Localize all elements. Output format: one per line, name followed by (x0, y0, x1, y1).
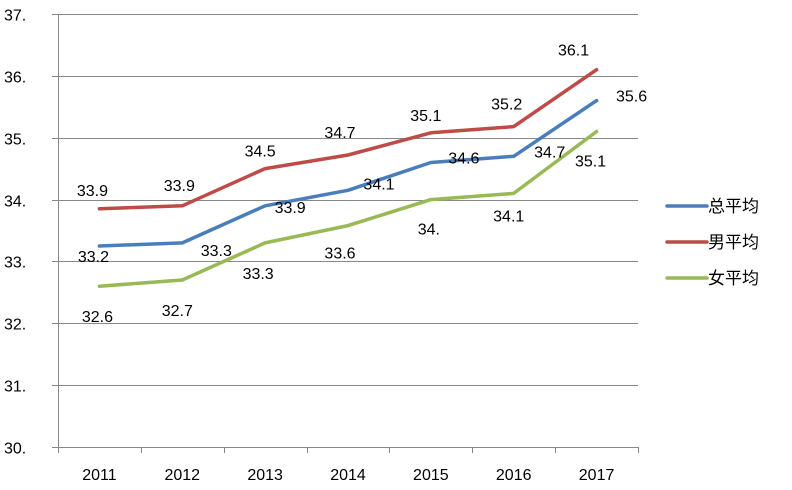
data-label: 34.7 (324, 125, 355, 142)
series-line (97, 67, 599, 211)
data-label: 34.6 (448, 150, 479, 167)
x-tick-label: 2011 (82, 467, 117, 484)
y-tick-label: 33. (4, 255, 26, 272)
x-tick-label: 2016 (496, 467, 532, 484)
x-tick-label: 2015 (413, 467, 449, 484)
x-tick-label: 2012 (164, 467, 200, 484)
x-axis-tick-labels: 2011 2012 2013 2014 2015 2016 2017 (82, 467, 614, 484)
data-label: 35.1 (575, 154, 606, 171)
data-label: 33.9 (275, 200, 306, 217)
data-label: 34. (418, 222, 440, 239)
y-tick-label: 37. (4, 8, 26, 25)
data-label: 33.9 (164, 178, 195, 195)
y-tick-label: 32. (4, 317, 26, 334)
x-tick-label: 2013 (247, 467, 283, 484)
y-tick-label: 36. (4, 70, 26, 87)
legend-label: 男平均 (708, 233, 759, 253)
data-label: 36.1 (558, 43, 589, 60)
series-line (97, 129, 599, 288)
data-label: 33.3 (201, 243, 232, 260)
gridlines (52, 14, 638, 448)
data-label: 35.1 (410, 108, 441, 125)
y-axis-tick-labels: 30. 31. 32. 33. 34. 35. 36. 37. (4, 8, 26, 458)
y-tick-label: 31. (4, 379, 26, 396)
data-label: 32.6 (82, 309, 113, 326)
axes (58, 14, 639, 453)
y-tick-label: 35. (4, 132, 26, 149)
data-label: 33.3 (243, 266, 274, 283)
series-lines (97, 67, 599, 288)
data-label: 34.1 (363, 176, 394, 193)
series-line (97, 98, 599, 248)
data-label: 33.6 (324, 246, 355, 263)
data-label: 34.5 (245, 144, 276, 161)
data-label: 34.1 (493, 208, 524, 225)
data-label: 33.9 (77, 183, 108, 200)
data-label: 34.7 (534, 144, 565, 161)
legend-label: 总平均 (708, 197, 759, 217)
y-tick-label: 30. (4, 441, 26, 458)
x-tick-label: 2014 (330, 467, 366, 484)
data-label: 32.7 (162, 303, 193, 320)
x-tick-label: 2017 (579, 467, 615, 484)
legend-label: 女平均 (708, 269, 759, 289)
data-labels: 33.2 33.3 33.9 34.1 34.6 34.7 35.6 33.9 33.9 34.5… (77, 43, 647, 326)
y-tick-label: 34. (4, 194, 26, 211)
data-label: 35.2 (491, 97, 522, 114)
data-label: 33.2 (78, 249, 109, 266)
data-label: 35.6 (616, 89, 647, 106)
